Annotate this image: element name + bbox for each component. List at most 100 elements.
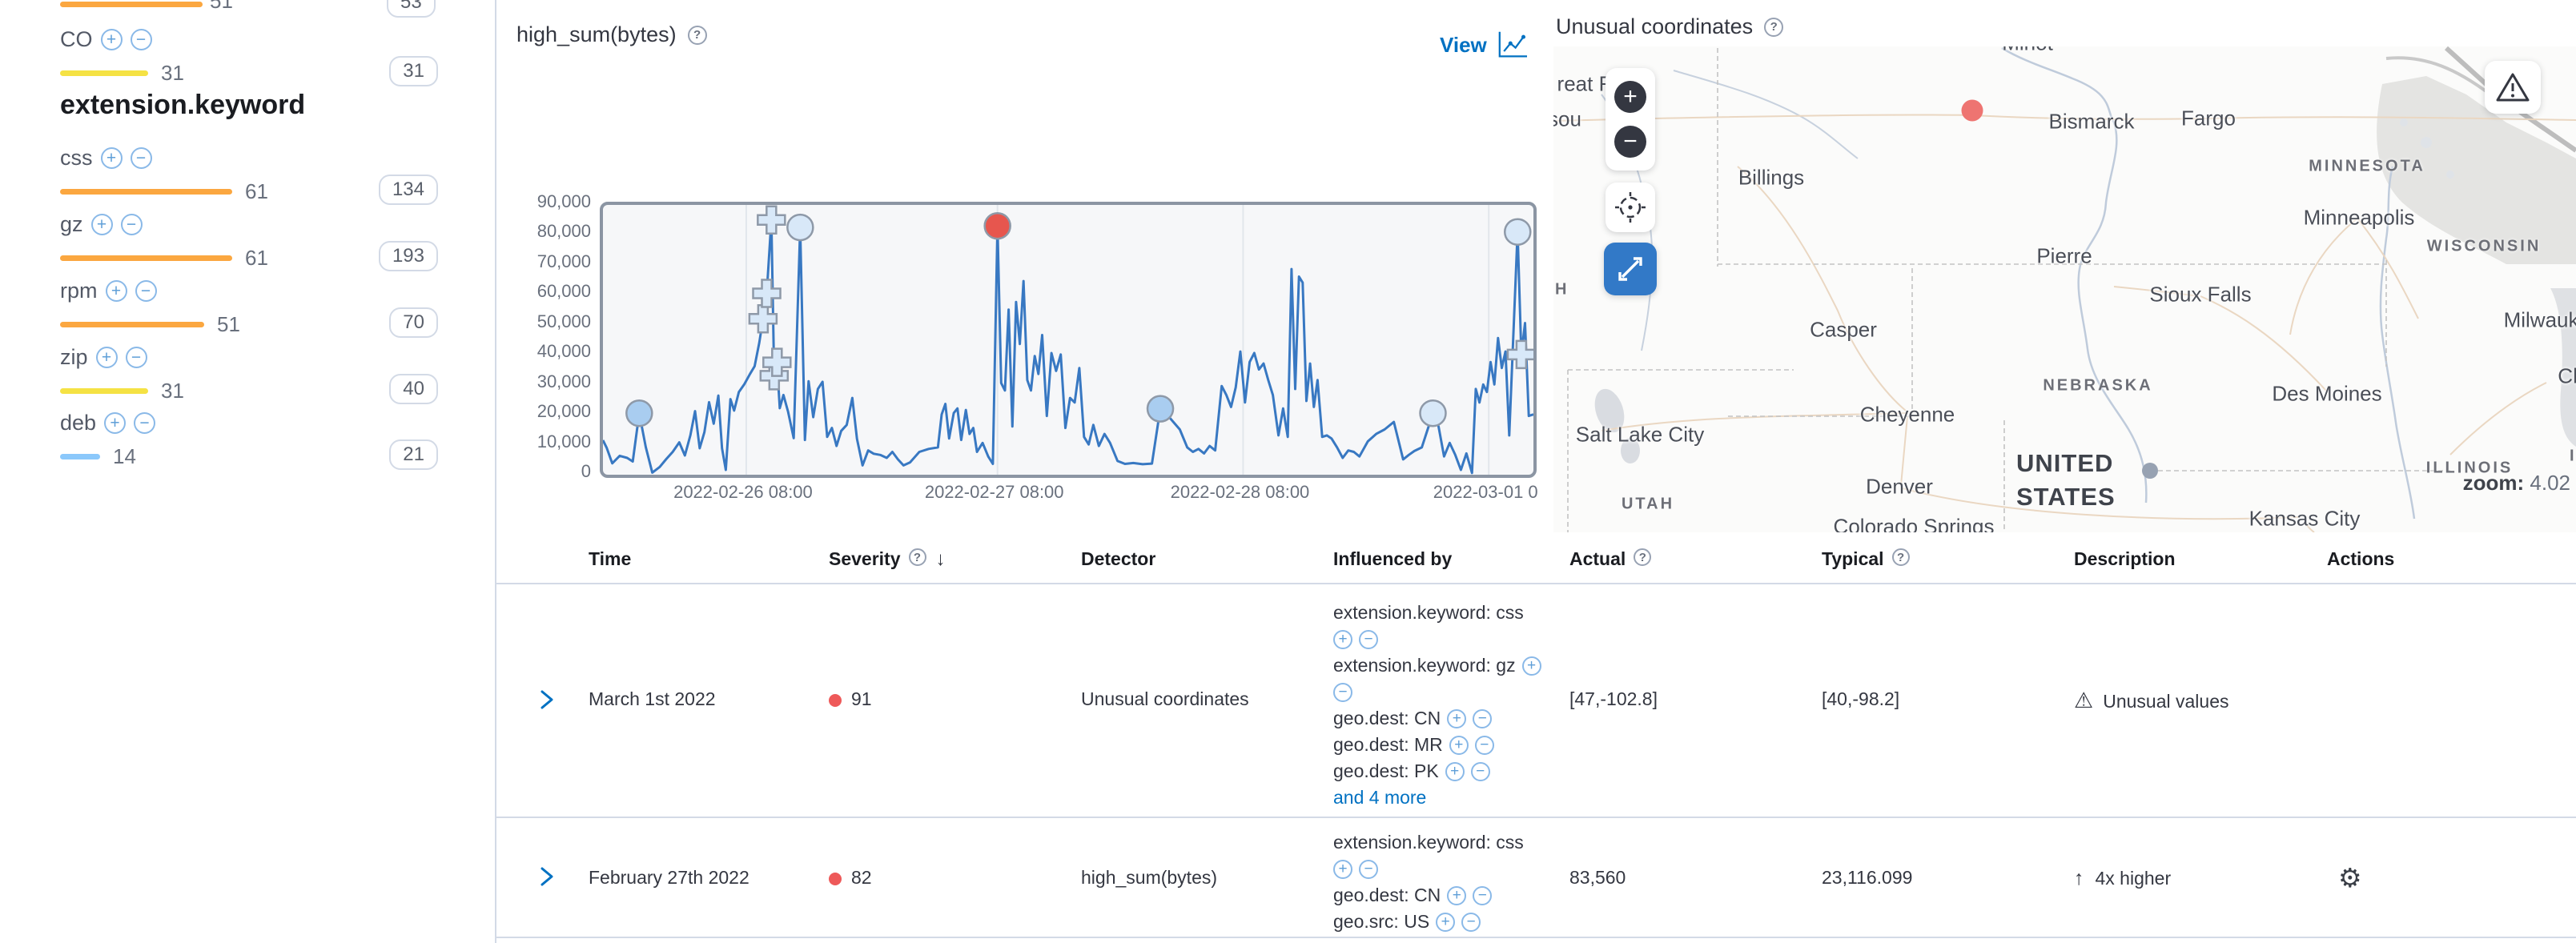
map-title: Unusual coordinates ? <box>1556 14 1784 39</box>
add-filter-icon[interactable]: + <box>1333 629 1352 649</box>
map-label-city: Pierre <box>2036 243 2092 268</box>
influencer-bar <box>60 322 204 327</box>
map-typical-dot[interactable] <box>2142 463 2158 479</box>
anomaly-marker-light[interactable] <box>1506 339 1533 370</box>
add-filter-icon[interactable]: + <box>100 28 123 50</box>
remove-filter-icon[interactable]: − <box>1470 761 1490 781</box>
map-label-city: Kansas City <box>2248 506 2361 531</box>
add-filter-icon[interactable]: + <box>1521 656 1541 676</box>
influencer-bar <box>60 454 100 459</box>
remove-filter-icon[interactable]: − <box>125 346 147 368</box>
remove-filter-icon[interactable]: − <box>134 411 156 434</box>
remove-filter-icon[interactable]: − <box>135 279 157 302</box>
remove-filter-icon[interactable]: − <box>1359 859 1378 879</box>
map-label-state: AH <box>1553 280 1569 299</box>
expand-row-button[interactable] <box>535 865 557 888</box>
anomaly-marker-light[interactable] <box>748 304 778 334</box>
column-header-detector[interactable]: Detector <box>1081 548 1156 569</box>
add-filter-icon[interactable]: + <box>1447 708 1467 728</box>
and-more-link[interactable]: and 4 more <box>1333 787 1427 808</box>
influencer-doc-count-badge: 193 <box>378 241 438 271</box>
anomaly-marker-light[interactable] <box>786 213 814 242</box>
help-icon[interactable]: ? <box>1764 17 1784 37</box>
y-tick-label: 90,000 <box>536 191 591 211</box>
add-filter-icon[interactable]: + <box>1436 912 1456 932</box>
help-icon[interactable]: ? <box>908 548 926 566</box>
anomaly-marker-light[interactable] <box>762 347 792 377</box>
chart-title: high_sum(bytes) ? <box>516 22 707 47</box>
add-filter-icon[interactable]: + <box>1333 859 1352 879</box>
zoom-in-button[interactable]: + <box>1614 81 1646 113</box>
help-icon[interactable]: ? <box>1634 548 1652 566</box>
remove-filter-icon[interactable]: − <box>1461 912 1481 932</box>
influencer-bar <box>60 388 148 394</box>
add-filter-icon[interactable]: + <box>1447 885 1467 905</box>
influencer-doc-count-badge: 40 <box>389 374 438 404</box>
plus-icon: + <box>1623 83 1638 110</box>
row-actions-gear-button[interactable]: ⚙ <box>2338 863 2362 893</box>
column-header-time[interactable]: Time <box>589 548 632 569</box>
anomaly-marker-light[interactable] <box>1419 399 1447 427</box>
influencer-score: 14 <box>113 444 136 468</box>
expand-map-button[interactable] <box>1604 243 1657 295</box>
influenced-by-cell: extension.keyword: css + − geo.dest: CN … <box>1333 829 1597 935</box>
column-header-actual[interactable]: Actual ? <box>1569 548 1652 583</box>
time-cell: February 27th 2022 <box>589 867 749 888</box>
remove-filter-icon[interactable]: − <box>130 146 152 169</box>
remove-filter-icon[interactable]: − <box>1359 629 1378 649</box>
map-label-city: Casper <box>1810 317 1877 342</box>
add-filter-icon[interactable]: + <box>100 146 123 169</box>
map-label-state: MINNESOTA <box>2309 157 2425 175</box>
influencer-label: css <box>60 145 93 170</box>
remove-filter-icon[interactable]: − <box>130 28 152 50</box>
influencer-score: 51 <box>217 312 240 336</box>
add-filter-icon[interactable]: + <box>105 279 127 302</box>
add-filter-icon[interactable]: + <box>95 346 118 368</box>
add-filter-icon[interactable]: + <box>104 411 127 434</box>
expand-row-button[interactable] <box>535 688 557 711</box>
map-warning-button[interactable] <box>2485 61 2541 114</box>
map-label-city: Colorado Springs <box>1833 514 1995 533</box>
add-filter-icon[interactable]: + <box>90 213 113 235</box>
remove-filter-icon[interactable]: − <box>1474 735 1494 755</box>
map-label-city: Billings <box>1738 165 1805 190</box>
influencer-label: CO <box>60 26 93 51</box>
help-icon[interactable]: ? <box>687 25 707 45</box>
unusual-coordinates-panel: Unusual coordinates ? <box>1553 0 2576 552</box>
map-anomaly-dot[interactable] <box>1961 99 1983 122</box>
panel-divider <box>495 0 496 943</box>
chart-plot-area[interactable] <box>600 202 1537 478</box>
remove-filter-icon[interactable]: − <box>1333 682 1352 702</box>
influencer-score: 31 <box>161 379 184 403</box>
column-header-severity[interactable]: Severity ? ↓ <box>829 548 946 570</box>
column-header-description[interactable]: Description <box>2074 548 2176 569</box>
fit-to-data-button[interactable] <box>1605 183 1655 232</box>
map-canvas[interactable]: reat FallssouMinotBismarckFargoBillingsM… <box>1553 46 2576 532</box>
anomaly-marker-light[interactable] <box>757 205 786 235</box>
column-header-typical[interactable]: Typical ? <box>1822 548 1910 583</box>
anomaly-marker-light[interactable] <box>752 279 782 308</box>
anomaly-marker-critical[interactable] <box>983 211 1011 240</box>
minus-icon: − <box>1623 128 1638 154</box>
view-link[interactable]: View <box>1440 30 1529 59</box>
influencer-bar <box>60 2 203 7</box>
actual-cell: [47,-102.8] <box>1569 688 1658 709</box>
warning-icon: ⚠ <box>2074 688 2094 712</box>
remove-filter-icon[interactable]: − <box>120 213 143 235</box>
anomaly-marker-medium[interactable] <box>1146 395 1175 423</box>
add-filter-icon[interactable]: + <box>1449 735 1469 755</box>
anomaly-marker-medium[interactable] <box>625 399 653 427</box>
remove-filter-icon[interactable]: − <box>1473 885 1493 905</box>
influencer-value: geo.dest: CN <box>1333 708 1441 728</box>
anomaly-marker-light[interactable] <box>1503 218 1532 246</box>
influencer-value: geo.src: US <box>1333 911 1430 932</box>
typical-cell: [40,-98.2] <box>1822 688 1900 709</box>
influencer-doc-count-badge: 31 <box>389 56 438 86</box>
help-icon[interactable]: ? <box>1891 548 1910 566</box>
y-tick-label: 20,000 <box>536 401 591 422</box>
add-filter-icon[interactable]: + <box>1445 761 1465 781</box>
column-header-influenced-by[interactable]: Influenced by <box>1333 548 1453 569</box>
line-chart-icon <box>1498 31 1527 58</box>
remove-filter-icon[interactable]: − <box>1473 708 1493 728</box>
zoom-out-button[interactable]: − <box>1614 126 1646 158</box>
